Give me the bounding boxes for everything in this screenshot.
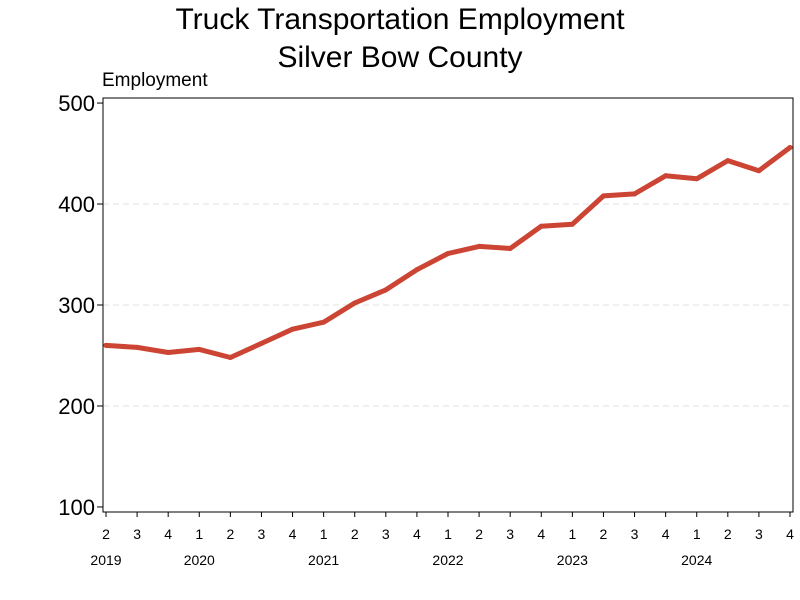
x-quarter-label: 2 bbox=[102, 526, 110, 542]
x-year-label: 2019 bbox=[90, 552, 121, 568]
data-point bbox=[725, 158, 731, 164]
y-tick-label: 200 bbox=[58, 394, 95, 419]
x-quarter-label: 4 bbox=[662, 526, 670, 542]
x-quarter-label: 2 bbox=[724, 526, 732, 542]
x-quarter-label: 3 bbox=[755, 526, 763, 542]
x-year-label: 2023 bbox=[557, 552, 588, 568]
x-quarter-label: 1 bbox=[693, 526, 701, 542]
data-point bbox=[383, 287, 389, 293]
x-year-label: 2020 bbox=[184, 552, 215, 568]
x-quarter-label: 3 bbox=[258, 526, 266, 542]
data-point bbox=[538, 223, 544, 229]
x-quarter-label: 3 bbox=[631, 526, 639, 542]
x-quarter-label: 4 bbox=[786, 526, 794, 542]
chart-title-line-2: Silver Bow County bbox=[277, 41, 522, 74]
x-axis-ticks: 2 3 4 1 2 3 4 1 2 3 4 1 2 3 4 1 2 3 4 1 2 3 4 2019 2020 2021 2022 2… bbox=[90, 512, 794, 568]
x-quarter-label: 2 bbox=[226, 526, 234, 542]
x-quarter-label: 4 bbox=[537, 526, 545, 542]
x-quarter-label: 4 bbox=[164, 526, 172, 542]
x-year-label: 2021 bbox=[308, 552, 339, 568]
x-quarter-label: 4 bbox=[413, 526, 421, 542]
data-point bbox=[290, 326, 296, 332]
y-tick-label: 100 bbox=[58, 495, 95, 520]
y-axis-label: Employment bbox=[102, 70, 208, 91]
data-point bbox=[196, 346, 202, 352]
data-point bbox=[165, 349, 171, 355]
data-point bbox=[134, 344, 140, 350]
x-quarter-label: 2 bbox=[351, 526, 359, 542]
data-point bbox=[352, 300, 358, 306]
data-point bbox=[663, 173, 669, 179]
data-point bbox=[103, 342, 109, 348]
data-point bbox=[476, 243, 482, 249]
data-point bbox=[258, 340, 264, 346]
y-tick-label: 300 bbox=[58, 293, 95, 318]
data-point bbox=[787, 144, 793, 150]
x-quarter-label: 4 bbox=[289, 526, 297, 542]
series-layer bbox=[103, 144, 793, 361]
x-quarter-label: 1 bbox=[568, 526, 576, 542]
x-quarter-label: 1 bbox=[195, 526, 203, 542]
chart-title-line-1: Truck Transportation Employment bbox=[175, 3, 625, 36]
data-point bbox=[414, 267, 420, 273]
data-point bbox=[569, 221, 575, 227]
y-axis-ticks: 100 200 300 400 500 bbox=[58, 91, 103, 520]
x-quarter-label: 1 bbox=[444, 526, 452, 542]
x-quarter-label: 1 bbox=[320, 526, 328, 542]
data-point bbox=[227, 355, 233, 361]
data-point bbox=[694, 176, 700, 182]
data-point bbox=[445, 251, 451, 257]
x-quarter-label: 2 bbox=[600, 526, 608, 542]
x-quarter-label: 3 bbox=[133, 526, 141, 542]
x-year-label: 2022 bbox=[432, 552, 463, 568]
data-point bbox=[600, 193, 606, 199]
data-point bbox=[507, 245, 513, 251]
x-quarter-label: 3 bbox=[506, 526, 514, 542]
x-quarter-label: 3 bbox=[382, 526, 390, 542]
y-tick-label: 400 bbox=[58, 192, 95, 217]
y-tick-label: 500 bbox=[58, 91, 95, 116]
x-quarter-label: 2 bbox=[475, 526, 483, 542]
x-year-label: 2024 bbox=[681, 552, 712, 568]
data-point bbox=[632, 191, 638, 197]
data-point bbox=[321, 319, 327, 325]
data-point bbox=[756, 168, 762, 174]
grid-lines bbox=[103, 203, 793, 407]
